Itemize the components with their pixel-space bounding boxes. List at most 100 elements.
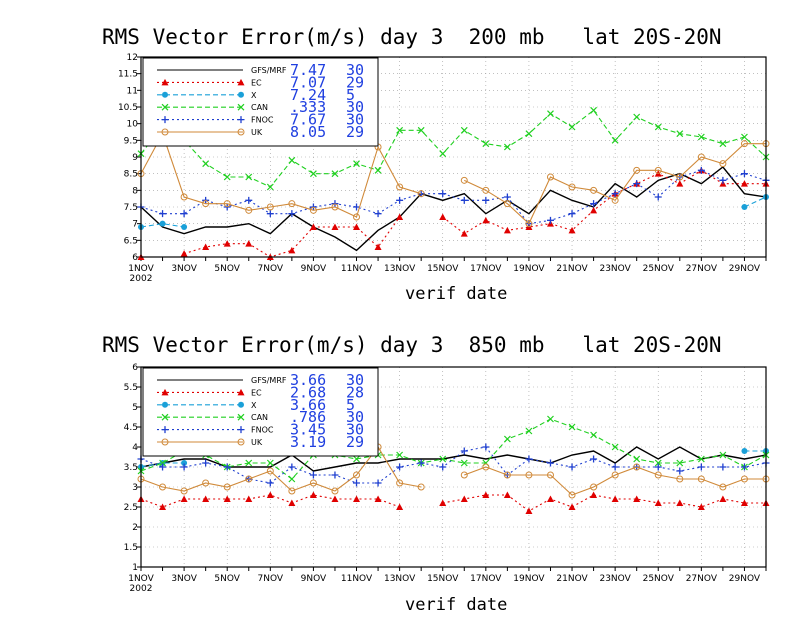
y-tick-label: 6 — [132, 253, 138, 263]
data-point-marker — [697, 455, 705, 463]
data-point-marker — [353, 455, 360, 463]
legend-mean: 7.67 — [290, 111, 326, 129]
x-tick-label: 5NOV — [214, 264, 240, 274]
data-point-marker — [503, 226, 511, 234]
data-point-marker — [482, 443, 490, 451]
data-point-marker — [719, 451, 727, 459]
x-tick-label: 21NOV — [556, 264, 588, 274]
legend-count: 30 — [346, 371, 364, 389]
series-uk — [137, 130, 770, 228]
data-point-marker — [503, 435, 511, 443]
series-line — [744, 196, 767, 208]
data-point-marker — [396, 451, 404, 459]
x-tick-label: 17NOV — [470, 574, 502, 584]
y-tick-label: 8.5 — [124, 170, 138, 180]
legend-mean: 3.45 — [290, 421, 326, 439]
x-tick-label: 3NOV — [171, 574, 197, 584]
x-tick-label: 27NOV — [686, 574, 718, 584]
data-point-marker — [460, 447, 468, 455]
legend-mean: .786 — [290, 408, 326, 426]
data-point-marker — [590, 206, 598, 214]
data-point-marker — [374, 166, 382, 174]
data-point-marker — [162, 91, 168, 98]
data-point-marker — [245, 495, 253, 502]
data-point-marker — [374, 495, 382, 502]
x-year-label: 2002 — [130, 274, 153, 284]
data-point-marker — [266, 491, 274, 498]
legend-label: GFS/MRF — [251, 376, 287, 385]
x-tick-label: 25NOV — [643, 264, 675, 274]
data-point-marker — [288, 463, 296, 471]
data-point-marker — [417, 190, 425, 198]
data-point-marker — [482, 491, 490, 498]
data-point-marker — [237, 78, 245, 86]
data-point-marker — [525, 471, 533, 479]
data-point-marker — [288, 210, 296, 218]
data-point-marker — [568, 503, 576, 510]
x-tick-label: 17NOV — [470, 264, 502, 274]
series-ec — [137, 491, 770, 514]
legend-label: GFS/MRF — [251, 66, 287, 75]
data-point-marker — [331, 170, 339, 178]
y-tick-label: 5 — [132, 403, 138, 413]
x-tick-label: 3NOV — [171, 264, 197, 274]
data-point-marker — [309, 491, 317, 498]
data-point-marker — [697, 153, 705, 161]
data-point-marker — [266, 467, 274, 475]
data-point-marker — [417, 483, 425, 491]
x-tick-label: 9NOV — [301, 264, 327, 274]
data-point-marker — [237, 426, 245, 434]
data-point-marker — [396, 503, 404, 510]
data-point-marker — [633, 463, 641, 471]
data-point-marker — [237, 438, 245, 446]
series-line — [140, 169, 767, 225]
data-point-marker — [237, 103, 245, 111]
data-point-marker — [374, 210, 382, 218]
legend-count: 28 — [346, 383, 364, 401]
plot-frame — [140, 56, 767, 258]
data-point-marker — [161, 438, 169, 446]
data-point-marker — [697, 475, 705, 483]
legend-count: 29 — [346, 433, 364, 451]
data-point-marker — [611, 196, 619, 204]
legend-mean: 2.68 — [290, 383, 326, 401]
data-point-marker — [654, 471, 662, 479]
data-point-marker — [590, 186, 598, 194]
data-point-marker — [676, 180, 684, 187]
legend-box — [142, 57, 379, 147]
data-point-marker — [288, 156, 296, 164]
series-line — [442, 494, 766, 512]
data-point-marker — [266, 210, 274, 218]
data-point-marker — [237, 413, 245, 421]
legend-count: 30 — [346, 408, 364, 426]
legend-label: X — [251, 401, 257, 410]
data-point-marker — [161, 116, 169, 124]
data-point-marker — [374, 479, 382, 487]
legend-count: 30 — [346, 421, 364, 439]
data-point-marker — [546, 495, 554, 502]
data-point-marker — [697, 463, 705, 471]
data-point-marker — [568, 123, 576, 131]
y-tick-label: 1 — [132, 563, 138, 573]
data-point-marker — [697, 133, 705, 141]
x-tick-label: 11NOV — [341, 574, 373, 584]
data-point-marker — [676, 499, 684, 506]
data-point-marker — [590, 491, 598, 498]
data-point-marker — [503, 491, 511, 498]
y-tick-label: 6 — [132, 363, 138, 373]
data-point-marker — [309, 223, 317, 230]
data-point-marker — [633, 113, 641, 121]
data-point-marker — [568, 463, 576, 471]
series-line — [464, 466, 766, 496]
data-point-marker — [288, 200, 296, 208]
y-tick-label: 8 — [132, 186, 138, 196]
data-point-marker — [611, 190, 619, 198]
data-point-marker — [288, 246, 296, 254]
x-tick-label: 29NOV — [729, 574, 761, 584]
x-tick-label: 1NOV — [128, 574, 154, 584]
y-tick-label: 4.5 — [124, 423, 138, 433]
data-point-marker — [482, 216, 490, 224]
data-point-marker — [740, 463, 748, 471]
series-line — [140, 166, 767, 252]
data-point-marker — [353, 471, 361, 479]
